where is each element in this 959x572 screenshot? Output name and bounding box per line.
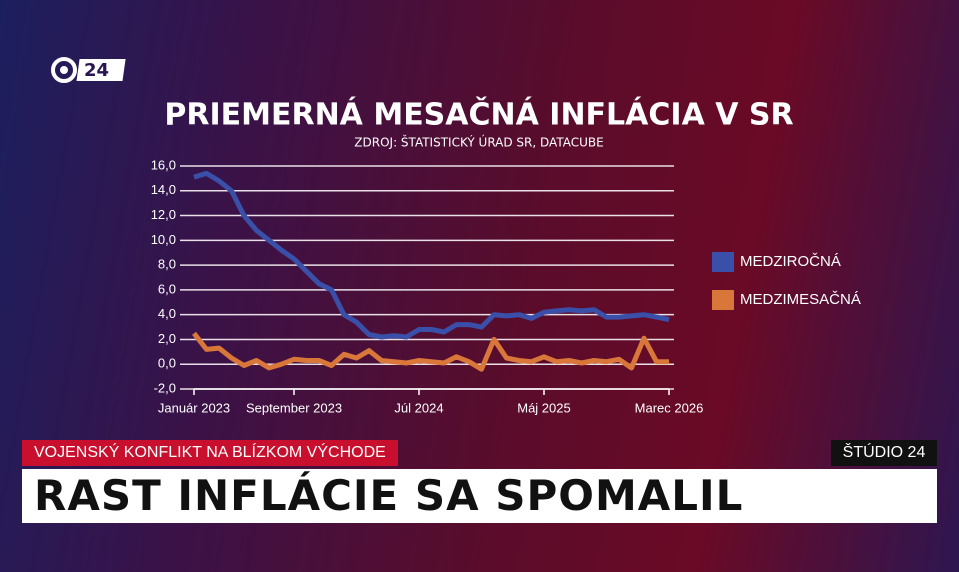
chart-title: PRIEMERNÁ MESAČNÁ INFLÁCIA V SR [164, 96, 793, 133]
series-line [193, 170, 670, 340]
y-tick-label: -2,0 [154, 380, 176, 395]
y-tick-label: 16,0 [151, 157, 176, 172]
y-tick-label: 14,0 [151, 182, 176, 197]
series-line [192, 331, 669, 372]
legend-label: MEDZIMESAČNÁ [740, 291, 861, 308]
y-tick-label: 12,0 [151, 207, 176, 222]
channel-logo: 24 [51, 57, 126, 83]
headline: RAST INFLÁCIE SA SPOMALIL [22, 469, 937, 523]
kicker: VOJENSKÝ KONFLIKT NA BLÍZKOM VÝCHODE [22, 440, 398, 466]
chart-subtitle: ZDROJ: ŠTATISTICKÝ ÚRAD SR, DATACUBE [354, 135, 603, 150]
y-tick-label: 0,0 [158, 356, 176, 371]
y-tick-label: 6,0 [158, 281, 176, 296]
legend-swatch [712, 252, 734, 272]
y-tick-label: 4,0 [158, 306, 176, 321]
x-tick-label: September 2023 [246, 400, 342, 415]
x-tick-label: Máj 2025 [517, 400, 570, 415]
chart: PRIEMERNÁ MESAČNÁ INFLÁCIA V SR ZDROJ: Š… [151, 96, 861, 415]
legend-swatch [712, 290, 734, 310]
y-tick-label: 10,0 [151, 232, 176, 247]
x-tick-label: Marec 2026 [635, 400, 704, 415]
legend-label: MEDZIROČNÁ [740, 253, 841, 270]
y-tick-label: 2,0 [158, 331, 176, 346]
x-tick-label: Január 2023 [158, 400, 230, 415]
logo-text: 24 [84, 60, 109, 81]
y-tick-label: 8,0 [158, 257, 176, 272]
x-tick-label: Júl 2024 [394, 400, 443, 415]
studio-tag: ŠTÚDIO 24 [831, 440, 937, 466]
